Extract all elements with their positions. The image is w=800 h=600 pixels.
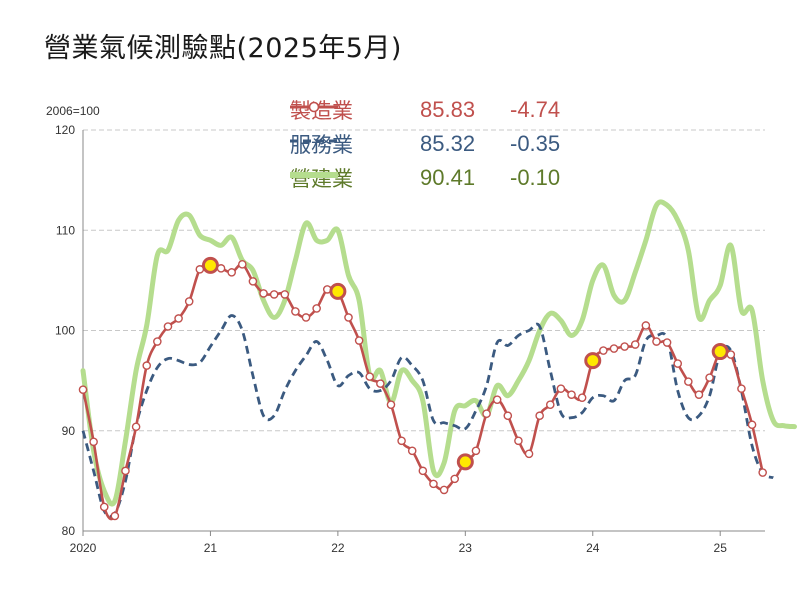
manufacturing-point <box>609 344 619 353</box>
manufacturing-point <box>492 395 502 404</box>
manufacturing-point <box>641 321 651 330</box>
legend-change: -0.10 <box>510 165 561 190</box>
manufacturing-point <box>471 446 481 456</box>
manufacturing-point <box>184 297 194 306</box>
highlight-point <box>584 352 602 370</box>
manufacturing-point <box>694 390 704 399</box>
manufacturing-point <box>99 502 109 512</box>
manufacturing-point <box>174 314 183 323</box>
manufacturing-point <box>684 377 693 386</box>
manufacturing-point <box>545 400 555 409</box>
legend-value: 85.83 <box>420 97 476 122</box>
manufacturing-point <box>227 268 236 277</box>
manufacturing-point <box>216 264 226 273</box>
y-tick-label: 80 <box>62 524 76 538</box>
x-tick-label: 22 <box>331 541 345 555</box>
manufacturing-point <box>365 372 375 381</box>
legend-value: 90.41 <box>420 165 476 190</box>
construction-series-line <box>80 199 797 507</box>
legend-item-manufacturing: 製造業 85.83 -4.74 <box>290 95 560 125</box>
manufacturing-point <box>524 449 534 459</box>
manufacturing-point <box>705 373 714 382</box>
manufacturing-point <box>344 313 353 322</box>
manufacturing-point <box>248 277 258 286</box>
chart-title: 營業氣候測驗點(2025年5月) <box>44 33 402 64</box>
manufacturing-point <box>450 474 460 484</box>
manufacturing-point <box>747 420 757 430</box>
manufacturing-point <box>652 337 661 346</box>
manufacturing-swatch <box>290 101 338 113</box>
legend-change: -0.35 <box>510 131 561 156</box>
y-tick-label: 90 <box>62 424 76 438</box>
manufacturing-point <box>662 338 672 347</box>
highlight-point <box>329 282 347 300</box>
manufacturing-point <box>620 342 629 351</box>
manufacturing-point <box>153 337 162 346</box>
manufacturing-point <box>142 361 152 370</box>
manufacturing-point <box>726 350 736 359</box>
manufacturing-point <box>121 466 130 476</box>
highlight-point <box>456 453 474 471</box>
manufacturing-point <box>577 393 587 402</box>
manufacturing-point <box>291 307 300 316</box>
manufacturing-point <box>567 390 576 399</box>
manufacturing-point <box>482 409 491 419</box>
y-tick-label: 110 <box>56 223 75 237</box>
legend-value: 85.32 <box>420 131 476 156</box>
manufacturing-point <box>110 511 120 521</box>
manufacturing-point <box>556 384 566 393</box>
manufacturing-point <box>397 436 406 446</box>
legend-name: 營建業 <box>290 167 353 191</box>
manufacturing-point <box>78 385 88 394</box>
legend-name: 服務業 <box>290 133 353 157</box>
manufacturing-series-line <box>81 262 764 521</box>
manufacturing-point <box>599 346 608 355</box>
manufacturing-point <box>269 290 279 299</box>
x-tick-label: 24 <box>586 541 600 555</box>
manufacturing-point <box>737 384 746 393</box>
x-tick-label: 23 <box>459 541 473 555</box>
manufacturing-point <box>407 446 417 456</box>
manufacturing-point <box>758 468 767 477</box>
highlight-point <box>201 256 219 274</box>
x-tick-label: 2020 <box>70 541 97 555</box>
manufacturing-point <box>418 466 428 476</box>
manufacturing-point <box>237 260 247 269</box>
manufacturing-point <box>354 336 364 345</box>
manufacturing-point <box>259 289 268 298</box>
manufacturing-point <box>163 322 173 331</box>
y-tick-label: 100 <box>55 324 75 338</box>
manufacturing-point <box>429 479 438 489</box>
unit-label: 2006=100 <box>46 104 100 118</box>
x-tick-label: 25 <box>714 541 728 555</box>
manufacturing-point <box>630 340 640 349</box>
legend-change: -4.74 <box>510 97 561 122</box>
legend-name: 製造業 <box>290 99 353 123</box>
manufacturing-point <box>514 436 523 446</box>
x-tick-label: 21 <box>204 541 218 555</box>
manufacturing-point <box>131 422 141 432</box>
construction-swatch <box>290 172 338 178</box>
manufacturing-point <box>439 485 449 495</box>
manufacturing-point <box>376 379 385 388</box>
legend-item-construction: 營建業 90.41 -0.10 <box>290 163 560 193</box>
manufacturing-point <box>280 290 290 299</box>
manufacturing-point <box>89 437 98 447</box>
services-swatch <box>290 139 338 143</box>
manufacturing-point <box>535 411 544 421</box>
legend-item-services: 服務業 85.32 -0.35 <box>290 129 560 159</box>
y-tick-label: 120 <box>55 123 75 137</box>
manufacturing-point <box>312 304 321 313</box>
manufacturing-point <box>503 411 513 421</box>
manufacturing-point <box>301 313 311 322</box>
highlight-point <box>711 343 729 361</box>
manufacturing-point <box>386 400 396 409</box>
manufacturing-point <box>673 359 683 368</box>
